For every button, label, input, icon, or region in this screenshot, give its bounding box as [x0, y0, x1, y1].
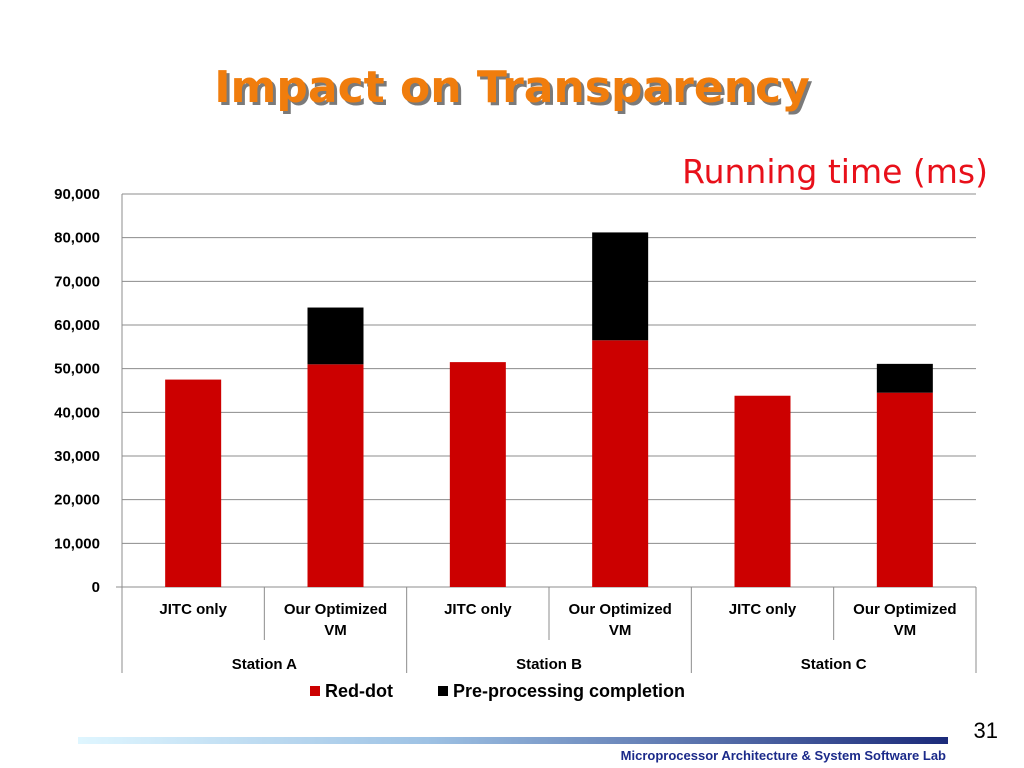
x-category-label: JITC only — [444, 601, 512, 618]
y-tick-label: 50,000 — [54, 361, 100, 378]
x-category-label: VM — [894, 622, 917, 639]
x-group-label: Station C — [801, 656, 867, 673]
page-number: 31 — [973, 718, 998, 743]
x-category-label: Our Optimized — [853, 601, 956, 618]
x-group-label: Station A — [232, 656, 297, 673]
y-tick-label: 30,000 — [54, 448, 100, 465]
bar-red-dot — [592, 340, 649, 587]
bar-pre-processing — [307, 307, 364, 365]
y-tick-label: 20,000 — [54, 492, 100, 509]
bar-red-dot — [449, 362, 506, 587]
x-category-label: Our Optimized — [568, 601, 671, 618]
y-tick-label: 90,000 — [54, 186, 100, 203]
footer-lab-name: Microprocessor Architecture & System Sof… — [620, 748, 946, 763]
bar-red-dot — [876, 392, 933, 587]
bar-pre-processing — [876, 363, 933, 393]
y-tick-label: 10,000 — [54, 535, 100, 552]
slide-title: Impact on Transparency — [214, 62, 810, 113]
x-category-label: JITC only — [729, 601, 797, 618]
bar-red-dot — [165, 379, 222, 587]
x-category-label: JITC only — [159, 601, 227, 618]
footer-gradient-bar — [78, 737, 948, 744]
y-tick-label: 60,000 — [54, 317, 100, 334]
bar-red-dot — [307, 364, 364, 587]
legend-swatch-pre-processing — [438, 686, 448, 696]
y-tick-label: 0 — [92, 579, 100, 596]
x-category-label: VM — [609, 622, 632, 639]
x-category-label: VM — [324, 622, 347, 639]
x-category-label: Our Optimized — [284, 601, 387, 618]
legend-swatch-red-dot — [310, 686, 320, 696]
y-tick-label: 70,000 — [54, 273, 100, 290]
legend-label: Red-dot — [325, 681, 393, 701]
y-tick-label: 40,000 — [54, 404, 100, 421]
chart-title: Running time (ms) — [682, 152, 988, 191]
legend-label: Pre-processing completion — [453, 681, 685, 701]
x-group-label: Station B — [516, 656, 582, 673]
bar-pre-processing — [592, 232, 649, 341]
y-tick-label: 80,000 — [54, 230, 100, 247]
bar-red-dot — [734, 395, 791, 587]
